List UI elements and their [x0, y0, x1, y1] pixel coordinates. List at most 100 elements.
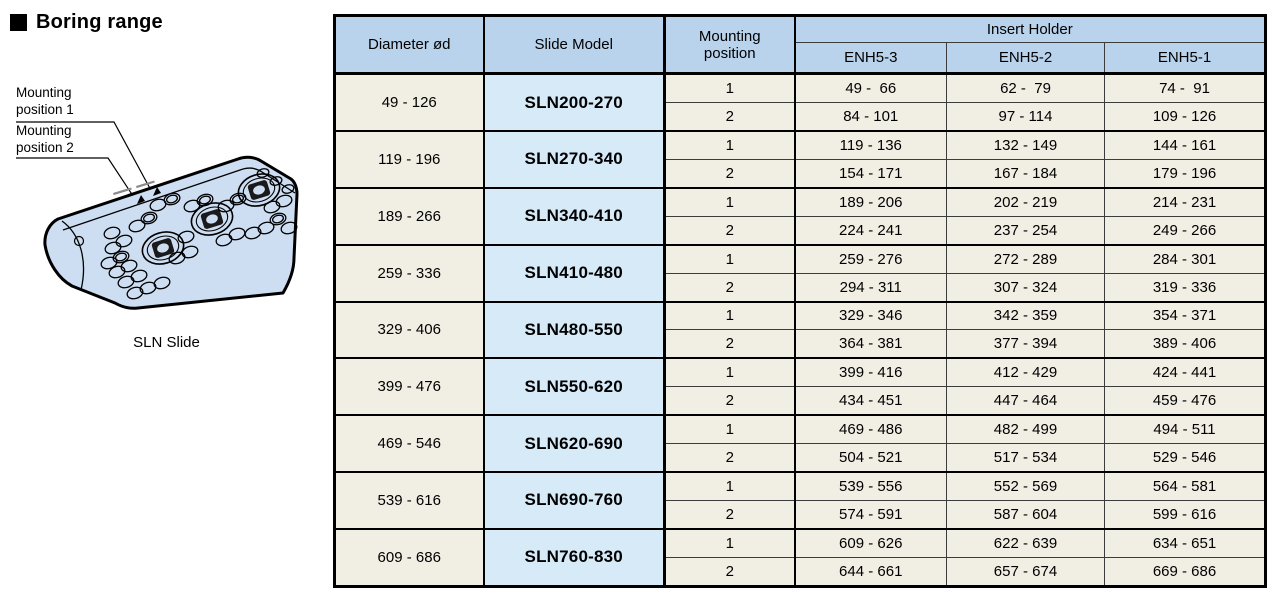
slide-model-cell: SLN410-480: [482, 243, 666, 303]
slide-model-cell: SLN620-690: [482, 414, 666, 473]
table-row: 2 434 - 451 447 - 464 459 - 476: [335, 386, 1267, 416]
range-cell: 399 - 416: [794, 357, 947, 388]
range-cell: 389 - 406: [1103, 329, 1267, 359]
slide-model-cell: SLN480-550: [482, 300, 666, 359]
table-row: 609 - 686 SLN760-830 1 609 - 626 622 - 6…: [334, 527, 1267, 587]
range-cell: 669 - 686: [1103, 556, 1267, 588]
range-cell: 224 - 241: [794, 215, 947, 246]
header-enh5-1: ENH5-1: [1103, 42, 1267, 75]
slide-model-cell: SLN270-340: [482, 130, 666, 189]
table-row: 259 - 336 SLN410-480 1 259 - 276 272 - 2…: [334, 243, 1267, 303]
table-row: 469 - 546 SLN620-690 1 469 - 486 482 - 4…: [334, 414, 1267, 473]
range-cell: 214 - 231: [1103, 186, 1267, 217]
range-cell: 49 - 66: [794, 72, 947, 104]
range-cell: 469 - 486: [794, 414, 947, 445]
mounting-position-cell: 1: [663, 72, 796, 104]
mounting-position-cell: 2: [663, 556, 796, 588]
range-cell: 644 - 661: [794, 556, 947, 588]
header-mounting-position-text: Mounting position: [698, 27, 761, 62]
diameter-cell: 609 - 686: [334, 527, 485, 587]
diameter-cell: 49 - 126: [334, 72, 485, 132]
range-cell: 482 - 499: [946, 414, 1105, 445]
range-cell: 329 - 346: [794, 300, 947, 331]
leader-line-position-1: [16, 121, 154, 195]
mounting-position-cell: 2: [663, 272, 796, 303]
range-cell: 62 - 79: [946, 72, 1105, 104]
mounting-position-cell: 1: [663, 357, 796, 388]
table-row: 2 364 - 381 377 - 394 389 - 406: [335, 329, 1267, 359]
table-row: 329 - 406 SLN480-550 1 329 - 346 342 - 3…: [334, 300, 1267, 359]
diameter-cell: 259 - 336: [334, 243, 485, 303]
range-cell: 154 - 171: [794, 158, 947, 189]
range-cell: 599 - 616: [1103, 499, 1267, 530]
diameter-cell: 329 - 406: [334, 300, 485, 359]
table-row: 539 - 616 SLN690-760 1 539 - 556 552 - 5…: [334, 470, 1267, 530]
mounting-position-cell: 1: [663, 186, 796, 217]
mounting-position-cell: 1: [663, 527, 796, 558]
mounting-position-cell: 2: [663, 329, 796, 359]
mounting-position-cell: 2: [663, 499, 796, 530]
range-cell: 294 - 311: [794, 272, 947, 303]
mounting-position-cell: 1: [663, 414, 796, 445]
range-cell: 354 - 371: [1103, 300, 1267, 331]
range-cell: 622 - 639: [946, 527, 1105, 558]
table-row: 2 154 - 171 167 - 184 179 - 196: [335, 158, 1267, 189]
diameter-cell: 189 - 266: [334, 186, 485, 246]
header-insert-holder: Insert Holder: [793, 15, 1267, 43]
range-cell: 529 - 546: [1103, 443, 1267, 473]
range-cell: 307 - 324: [946, 272, 1105, 303]
header-slide-model: Slide Model: [482, 15, 666, 75]
range-cell: 189 - 206: [794, 186, 947, 217]
slide-model-cell: SLN200-270: [482, 72, 666, 132]
section-title: Boring range: [10, 11, 163, 34]
diameter-cell: 399 - 476: [334, 357, 485, 416]
range-cell: 447 - 464: [946, 386, 1105, 416]
header-diameter: Diameter ød: [334, 15, 485, 75]
range-cell: 494 - 511: [1103, 414, 1267, 445]
table-row: 189 - 266 SLN340-410 1 189 - 206 202 - 2…: [334, 186, 1267, 246]
range-cell: 202 - 219: [946, 186, 1105, 217]
range-cell: 84 - 101: [794, 102, 947, 132]
range-cell: 412 - 429: [946, 357, 1105, 388]
range-cell: 609 - 626: [794, 527, 947, 558]
range-cell: 97 - 114: [946, 102, 1105, 132]
mounting-position-cell: 2: [663, 215, 796, 246]
table-row: 399 - 476 SLN550-620 1 399 - 416 412 - 4…: [334, 357, 1267, 416]
mounting-position-1-label: Mounting position 1: [16, 85, 74, 117]
range-cell: 517 - 534: [946, 443, 1105, 473]
mounting-position-cell: 1: [663, 243, 796, 274]
boring-range-table: Diameter ød Slide Model Mounting positio…: [333, 14, 1268, 588]
slide-model-cell: SLN550-620: [482, 357, 666, 416]
range-cell: 539 - 556: [794, 470, 947, 501]
slide-model-cell: SLN690-760: [482, 470, 666, 530]
table-row: 2 84 - 101 97 - 114 109 - 126: [335, 102, 1267, 132]
mounting-position-cell: 1: [663, 130, 796, 160]
table-row: 2 294 - 311 307 - 324 319 - 336: [335, 272, 1267, 303]
range-cell: 364 - 381: [794, 329, 947, 359]
range-cell: 272 - 289: [946, 243, 1105, 274]
range-cell: 342 - 359: [946, 300, 1105, 331]
table-row: 2 504 - 521 517 - 534 529 - 546: [335, 443, 1267, 473]
section-marker-icon: [10, 14, 27, 31]
diameter-cell: 469 - 546: [334, 414, 485, 473]
range-cell: 459 - 476: [1103, 386, 1267, 416]
leader-line-position-2: [16, 157, 138, 203]
range-cell: 109 - 126: [1103, 102, 1267, 132]
mounting-position-cell: 2: [663, 158, 796, 189]
section-title-text: Boring range: [36, 11, 163, 33]
table-row: 49 - 126 SLN200-270 1 49 - 66 62 - 79 74…: [334, 72, 1267, 132]
range-cell: 564 - 581: [1103, 470, 1267, 501]
diameter-cell: 119 - 196: [334, 130, 485, 189]
mounting-position-2-label: Mounting position 2: [16, 123, 74, 155]
range-cell: 237 - 254: [946, 215, 1105, 246]
mounting-position-cell: 1: [663, 470, 796, 501]
header-enh5-2: ENH5-2: [946, 42, 1105, 75]
range-cell: 132 - 149: [946, 130, 1105, 160]
range-cell: 144 - 161: [1103, 130, 1267, 160]
diameter-cell: 539 - 616: [334, 470, 485, 530]
range-cell: 587 - 604: [946, 499, 1105, 530]
table-row: 119 - 196 SLN270-340 1 119 - 136 132 - 1…: [334, 130, 1267, 189]
position-markers: [113, 180, 161, 204]
mounting-position-cell: 2: [663, 386, 796, 416]
table-row: 2 224 - 241 237 - 254 249 - 266: [335, 215, 1267, 246]
